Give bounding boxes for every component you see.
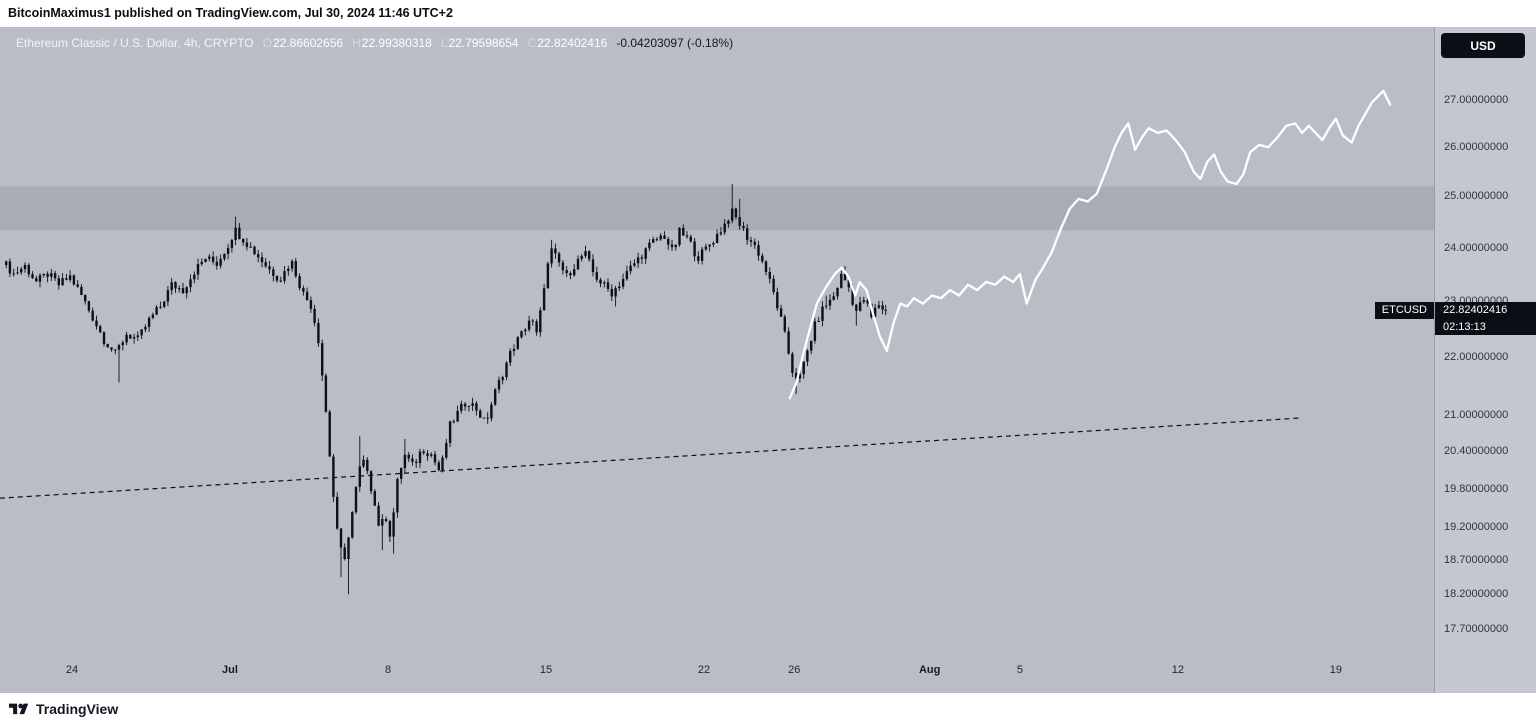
ohlc-high-label: H [352,36,361,50]
ohlc-close-label: C [527,36,537,50]
projected-price-line[interactable] [788,89,1392,400]
ohlc-low-value: 22.79598654 [448,36,519,50]
time-axis-label: 26 [788,664,801,676]
price-axis-label: 26.00000000 [1444,141,1509,154]
price-axis-label: 18.70000000 [1444,554,1509,567]
time-axis-label: 5 [1016,664,1023,676]
time-axis-label: Aug [918,664,941,676]
price-change: -0.04203097 (-0.18%) [616,36,734,50]
candlestick-series [5,184,887,595]
price-axis-label: 18.20000000 [1444,588,1509,601]
time-axis-label: Jul [222,664,238,676]
chart-svg[interactable] [0,27,1434,693]
bar-countdown-badge: 02:13:13 [1435,319,1536,335]
price-axis-label: 25.00000000 [1444,190,1509,203]
ohlc-low: L 22.79598654 [441,36,519,50]
symbol-title[interactable]: Ethereum Classic / U.S. Dollar, 4h, CRYP… [16,36,254,50]
price-axis-label: 22.00000000 [1444,350,1509,363]
time-axis-label: 8 [384,664,392,676]
symbol-price-label: ETCUSD [1374,302,1434,319]
publish-info-bar: BitcoinMaximus1 published on TradingView… [0,0,1536,27]
ohlc-close-value: 22.82402416 [537,36,608,50]
ohlc-high: H 22.99380318 [352,36,432,50]
support-trendline[interactable] [0,417,1303,499]
ohlc-open-label: O [262,36,272,50]
time-axis-label: 24 [65,664,79,676]
time-axis-label: 22 [697,664,711,676]
price-axis-label: 19.80000000 [1444,482,1509,495]
footer-bar: TradingView [0,693,1536,725]
last-price-badge: 22.82402416 [1435,302,1536,319]
price-axis-label: 21.00000000 [1444,408,1509,421]
price-axis-label: 27.00000000 [1444,94,1509,106]
chart-legend: Ethereum Classic / U.S. Dollar, 4h, CRYP… [16,36,733,50]
price-axis-label: 17.70000000 [1444,623,1509,636]
tradingview-brand-text: TradingView [36,701,119,717]
ohlc-low-label: L [440,36,448,50]
tradingview-logo[interactable]: TradingView [9,701,118,718]
publish-info-text: BitcoinMaximus1 published on TradingView… [8,6,453,20]
chart-canvas[interactable]: Ethereum Classic / U.S. Dollar, 4h, CRYP… [0,27,1434,693]
currency-toggle-button[interactable]: USD [1441,33,1525,58]
time-axis-label: 12 [1171,664,1185,676]
time-axis[interactable]: 24 Jul 8 15 22 26 Aug 5 12 19 [0,27,1434,693]
price-axis[interactable]: USD 22.82402416 02:13:13 27.00000000 26.0… [1434,27,1536,693]
time-axis-label: 19 [1329,664,1343,676]
price-axis-label: 24.00000000 [1444,241,1509,254]
ohlc-open-value: 22.86602656 [272,36,344,50]
time-axis-label: 15 [539,664,553,676]
price-axis-label: 19.20000000 [1444,521,1509,534]
ohlc-close: C 22.82402416 [528,36,608,50]
tradingview-logo-icon [9,703,29,714]
price-axis-label: 20.40000000 [1444,445,1509,458]
ohlc-open: O 22.86602656 [263,36,343,50]
ohlc-high-value: 22.99380318 [361,36,432,50]
